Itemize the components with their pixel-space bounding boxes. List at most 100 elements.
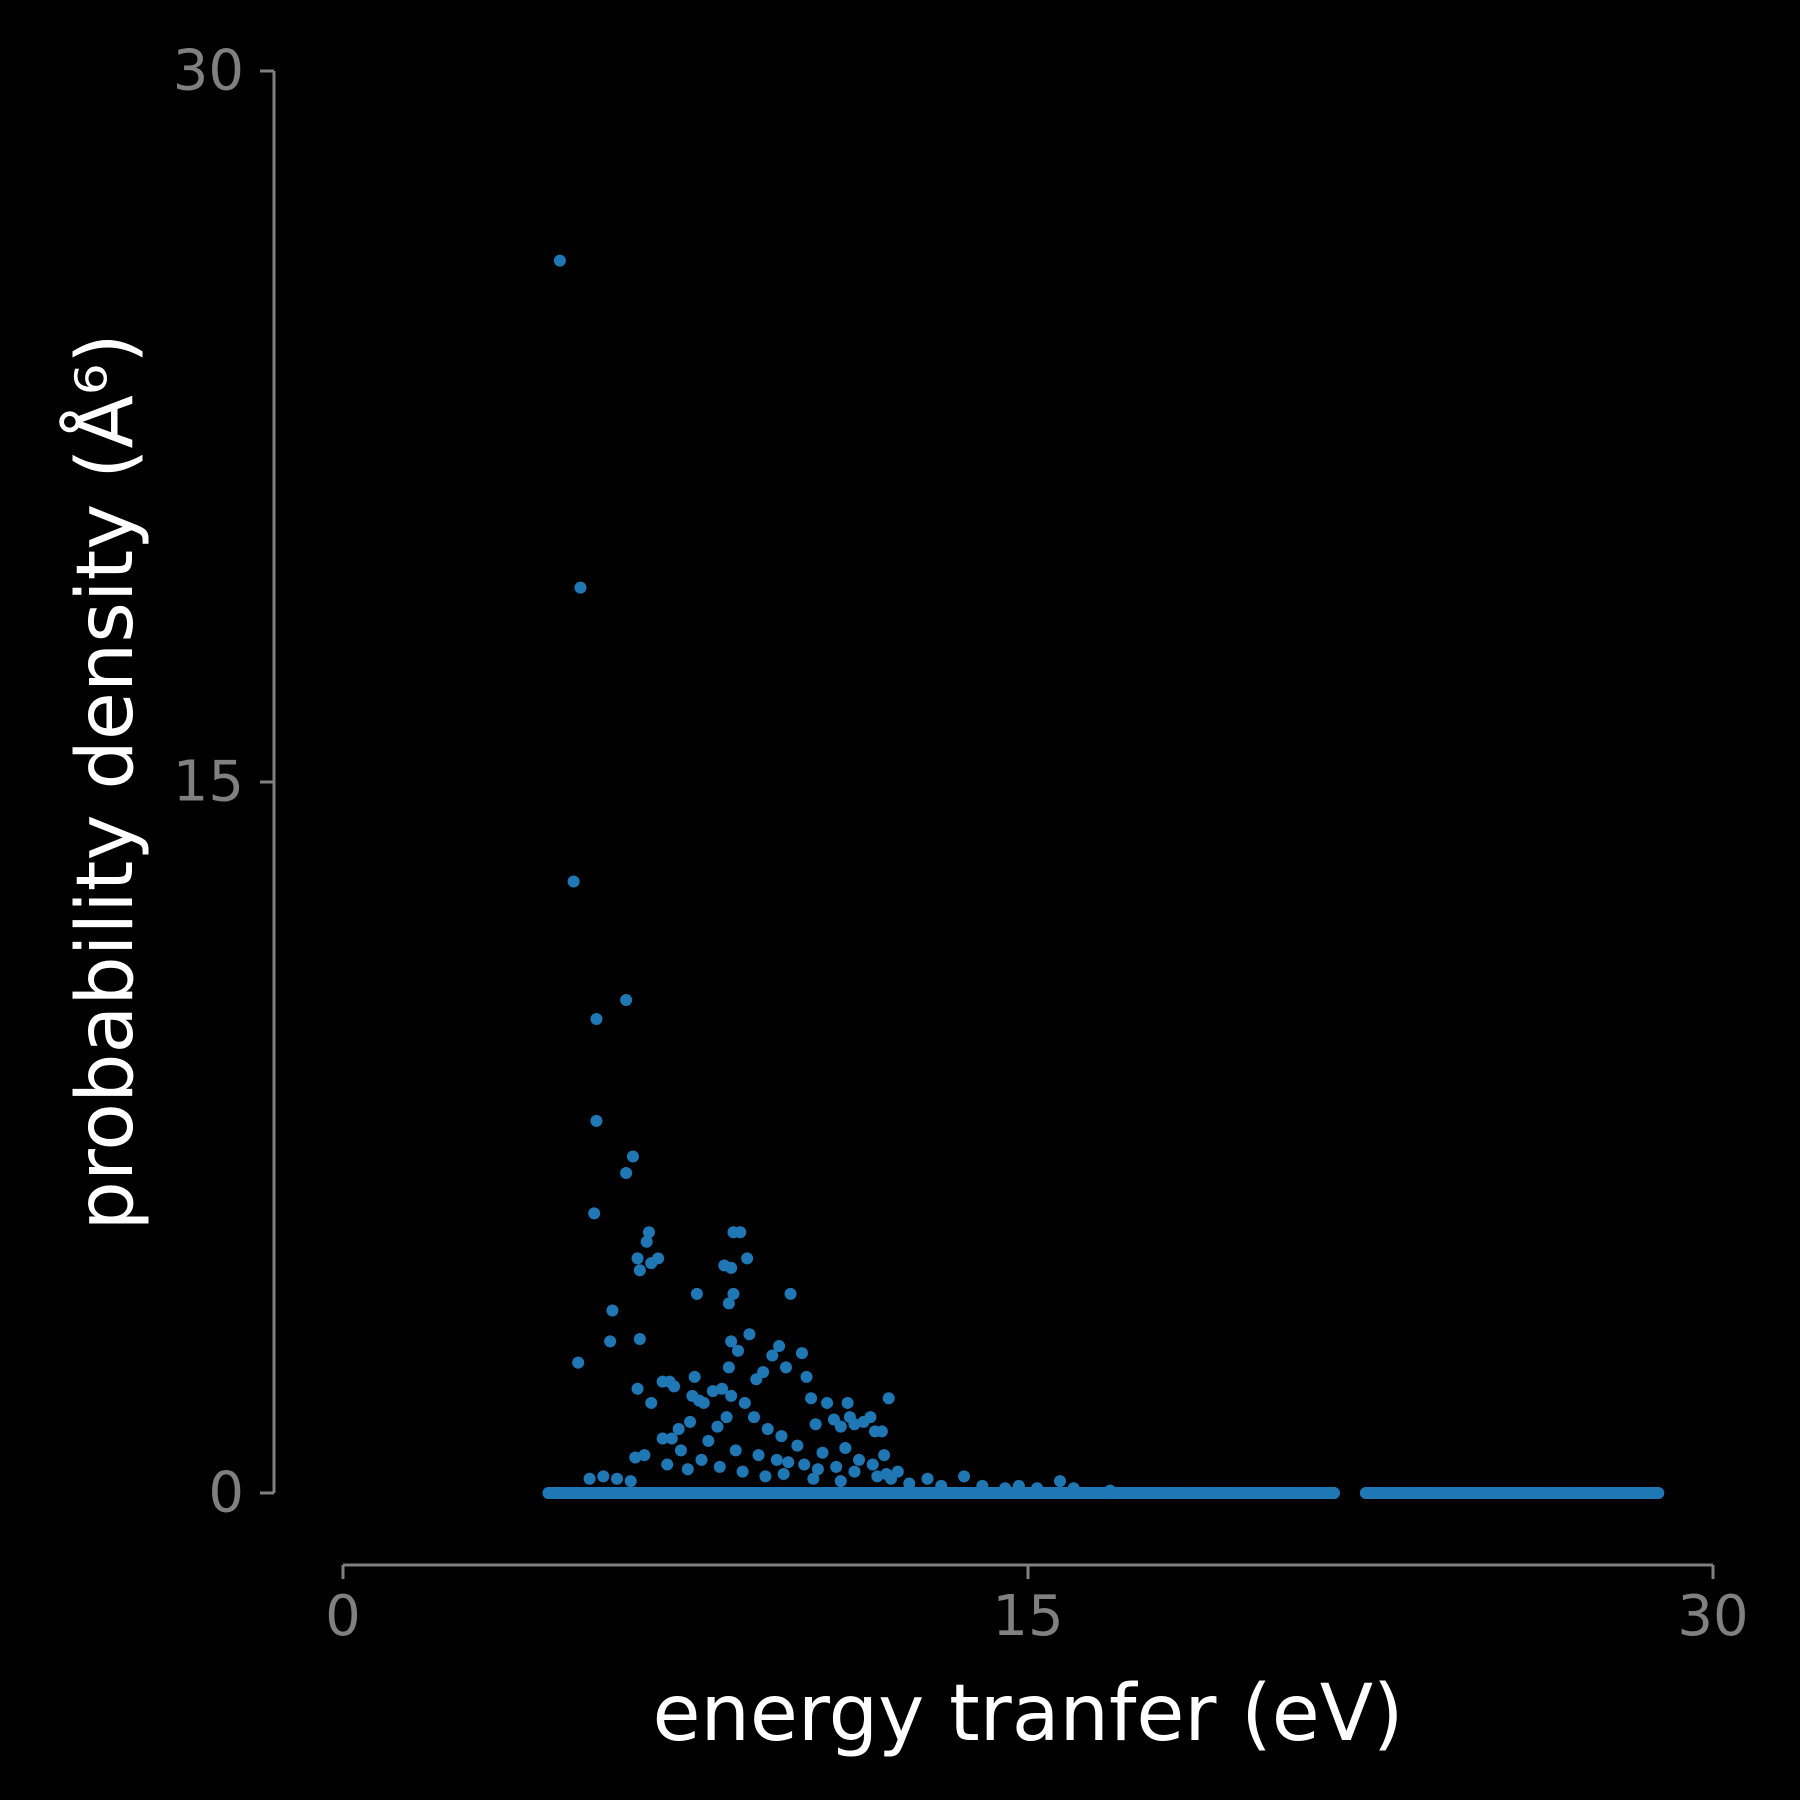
data-point [782,1456,795,1469]
data-point [903,1477,916,1490]
y-axis-title: probability density (Å⁶) [59,333,151,1230]
data-point [834,1475,847,1488]
y-tick-label: 0 [208,1461,244,1526]
data-point [725,1487,738,1499]
data-point [807,1472,820,1485]
data-point [1067,1487,1080,1499]
data-point [930,1487,943,1499]
data-point [702,1434,715,1447]
data-point [777,1468,790,1481]
data-point [725,1335,738,1348]
data-point [848,1465,861,1478]
data-point [834,1420,847,1433]
data-point [626,1150,639,1163]
data-point [1136,1487,1149,1499]
data-point [1159,1487,1171,1499]
data-point [1318,1487,1331,1499]
data-point [1031,1482,1044,1495]
data-point [1542,1487,1555,1499]
data-point [800,1370,813,1383]
data-point [1451,1487,1464,1499]
data-points [542,254,1665,1499]
data-point [590,1114,603,1127]
data-point [720,1411,733,1424]
data-point [1588,1487,1601,1499]
data-point [848,1418,861,1431]
data-point [779,1361,792,1374]
data-point [885,1472,897,1485]
data-point [882,1392,895,1405]
data-point [784,1287,797,1300]
data-point [1474,1487,1487,1499]
y-tick-label: 30 [173,39,244,104]
data-point [1113,1487,1126,1499]
data-point [640,1235,653,1248]
data-point [1611,1487,1624,1499]
data-point [864,1411,877,1424]
data-point [633,1487,646,1499]
data-point [757,1366,770,1379]
data-point [1181,1487,1194,1499]
data-point [811,1463,824,1476]
data-point [921,1472,934,1485]
data-point [748,1411,760,1424]
data-point [839,1487,852,1499]
data-point [958,1470,971,1483]
data-point [770,1487,783,1499]
data-point [631,1382,644,1395]
data-point [976,1487,989,1499]
data-point [953,1487,966,1499]
data-point [1204,1487,1217,1499]
data-point [716,1382,729,1395]
data-point [656,1432,669,1445]
data-point [743,1328,756,1341]
data-point [866,1458,879,1471]
data-point [793,1487,806,1499]
data-point [805,1392,818,1405]
data-point [1359,1487,1372,1499]
data-point [1227,1487,1240,1499]
data-point [661,1458,674,1471]
data-point [611,1472,623,1485]
data-point [633,1264,646,1277]
data-point [695,1453,708,1466]
y-axis: 0 15 30 [173,39,276,1526]
data-point [645,1257,658,1270]
data-point [645,1396,658,1409]
data-point [620,1167,633,1180]
data-point [631,1252,644,1265]
data-point [629,1451,642,1464]
data-point [748,1487,760,1499]
data-point [839,1441,852,1454]
data-point [775,1430,788,1443]
data-point [1633,1487,1646,1499]
data-point [706,1385,719,1398]
data-point [722,1361,735,1374]
data-point [1250,1487,1263,1499]
data-point [638,1449,651,1462]
data-point [795,1347,808,1360]
data-point [542,1487,555,1499]
data-point [766,1349,779,1362]
data-point [611,1487,623,1499]
x-axis-title: energy tranfer (eV) [653,1669,1404,1759]
data-point [1327,1487,1340,1499]
data-point [565,1487,578,1499]
data-point [791,1439,804,1452]
data-point [1382,1487,1395,1499]
data-point [679,1487,692,1499]
data-point [1496,1487,1509,1499]
x-ticks: 0 15 30 [325,1565,1749,1649]
data-point [816,1446,829,1459]
data-point [809,1418,822,1431]
data-point [681,1463,694,1476]
data-point [590,1013,603,1025]
data-point [853,1453,866,1466]
data-point [597,1470,610,1483]
data-point [871,1470,884,1483]
data-point [725,1261,738,1274]
data-point [725,1389,738,1402]
data-point [841,1396,854,1409]
data-point [656,1487,669,1499]
